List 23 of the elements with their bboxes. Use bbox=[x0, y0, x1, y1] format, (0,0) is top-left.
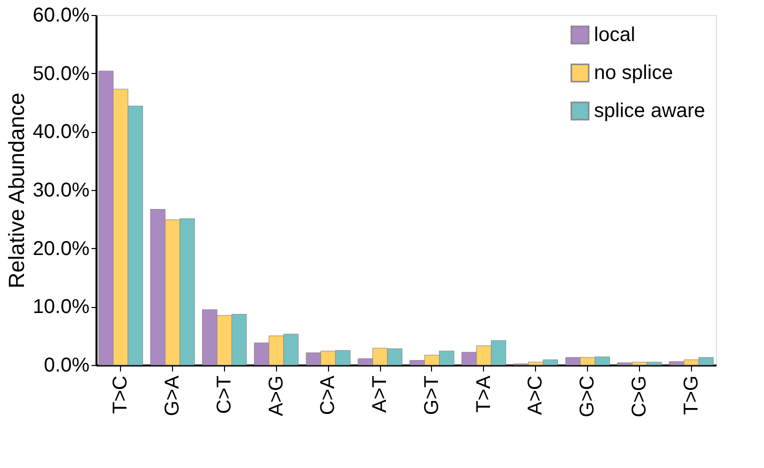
legend-label: local bbox=[594, 24, 636, 46]
x-tick-label: C>A bbox=[317, 374, 340, 415]
x-tick-label: G>A bbox=[162, 374, 184, 416]
y-tick-label: 10.0% bbox=[32, 296, 90, 318]
y-tick-label: 20.0% bbox=[32, 238, 90, 260]
x-tick-label: T>G bbox=[680, 376, 702, 415]
x-tick-label: A>C bbox=[524, 376, 547, 415]
x-tick-label: C>G bbox=[628, 376, 650, 418]
x-tick-label: T>C bbox=[110, 376, 132, 414]
x-tick-label: A>G bbox=[265, 376, 288, 416]
x-tick-label: G>C bbox=[576, 376, 599, 418]
y-tick-label: 60.0% bbox=[32, 4, 90, 26]
legend-label: splice aware bbox=[594, 100, 706, 122]
y-tick-label: 30.0% bbox=[32, 180, 90, 202]
y-axis-title: Relative Abundance bbox=[4, 92, 29, 288]
y-tick-label: 0.0% bbox=[44, 354, 90, 376]
x-tick-label: G>T bbox=[420, 376, 443, 415]
x-tick-label: A>T bbox=[369, 376, 392, 413]
x-tick-label: T>A bbox=[472, 374, 495, 413]
x-tick-label: C>T bbox=[213, 376, 236, 414]
y-tick-label: 40.0% bbox=[32, 121, 90, 144]
legend-label: no splice bbox=[594, 62, 673, 84]
y-tick-label: 50.0% bbox=[32, 62, 90, 85]
